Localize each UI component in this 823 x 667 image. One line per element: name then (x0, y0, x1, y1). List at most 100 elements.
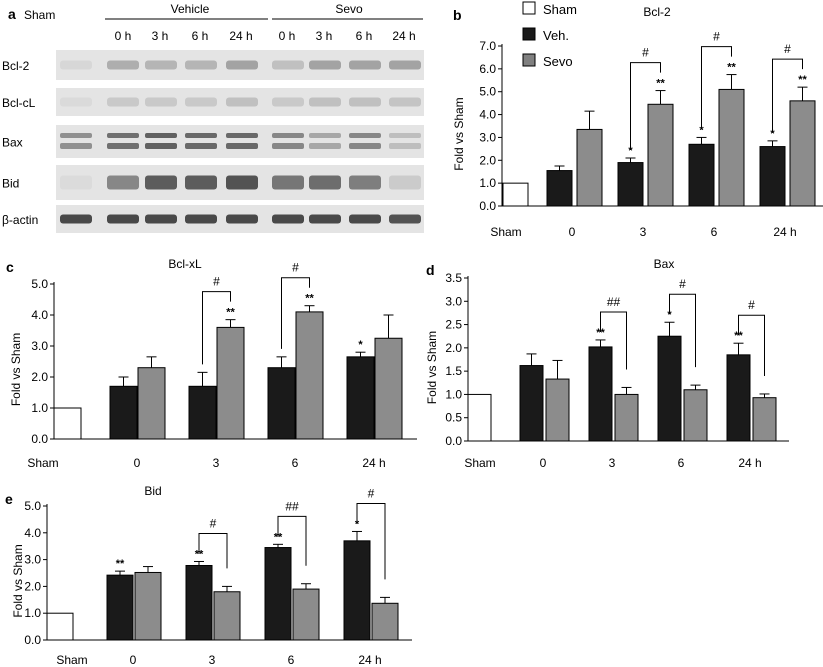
blot-band (349, 133, 381, 138)
blot-band (60, 60, 92, 70)
significance-mark: ** (656, 78, 665, 90)
legend: Sham Veh. Sevo (522, 1, 577, 69)
y-tick-label: 2.0 (24, 579, 41, 593)
x-tick-label: 0 (130, 653, 137, 667)
bracket-label: # (642, 46, 649, 60)
significance-mark: ** (226, 307, 235, 319)
y-tick-label: 4.0 (31, 308, 48, 322)
significance-bracket (669, 293, 696, 368)
blot-rows: Bcl-2 Bcl-cL Bax Bid β-actin (2, 50, 424, 233)
y-tick-label: 7.0 (479, 39, 496, 53)
blot-band (145, 175, 177, 190)
x-tick-label: 0 (540, 456, 547, 470)
blot-band (60, 133, 92, 138)
y-tick-label: 3.0 (445, 294, 462, 308)
blot-row-label: Bax (2, 136, 23, 150)
y-tick-label: 1.0 (31, 401, 48, 415)
blot-band (349, 143, 381, 149)
blot-band (309, 60, 341, 70)
y-tick-label: 0.0 (479, 199, 496, 213)
significance-mark: ** (727, 62, 736, 74)
blot-band (145, 97, 177, 107)
legend-label: Veh. (543, 28, 569, 43)
blot-row-label: β-actin (2, 213, 38, 227)
y-tick-label: 1.0 (445, 387, 462, 401)
panel-label: c (6, 259, 14, 275)
chart-panel-c: c Bcl-xL Fold vs Sham 0.0 1.0 2.0 3.0 4.0 5.0 Sha… (6, 257, 417, 470)
lane-labels: 0 h 3 h 6 h 24 h 0 h 3 h 6 h 24 h (115, 29, 416, 43)
bracket-label: # (679, 277, 686, 291)
blot-row-label: Bcl-cL (2, 96, 36, 110)
y-tick-label: 4.0 (479, 108, 496, 122)
y-tick-label: 0.0 (445, 434, 462, 448)
blot-band (185, 143, 217, 149)
x-tick-label: 3 (609, 456, 616, 470)
panel-label-a: a (8, 6, 16, 22)
x-tick-label: 6 (678, 456, 685, 470)
blot-band (389, 133, 421, 138)
blot-band (145, 143, 177, 149)
bar-vehicle (109, 385, 138, 440)
legend-label: Sevo (543, 54, 573, 69)
significance-mark: * (667, 309, 672, 321)
bracket-label: # (784, 42, 791, 56)
chart-title: Bcl-xL (168, 257, 202, 271)
legend-swatch (522, 53, 536, 67)
significance-mark: ** (305, 293, 314, 305)
legend-swatch (522, 1, 536, 15)
significance-mark: * (770, 128, 775, 140)
bar-sham (46, 612, 74, 641)
significance-mark: ** (116, 558, 125, 570)
blot-band (185, 97, 217, 107)
y-axis-label: Fold vs Sham (9, 333, 23, 406)
blot-band (145, 60, 177, 70)
lane-label: 6 h (356, 29, 373, 43)
bar-sevo (137, 367, 166, 440)
y-tick-label: 3.0 (31, 339, 48, 353)
bar-sevo (134, 571, 162, 641)
blot-band (226, 133, 258, 138)
blot-band (309, 97, 341, 107)
blot-strip (56, 125, 424, 158)
x-tick-label: 6 (711, 225, 718, 239)
blot-band (389, 97, 421, 107)
blot-band (272, 60, 304, 70)
lane-label: 3 h (316, 29, 333, 43)
blot-band (389, 60, 421, 70)
blot-header-sham: Sham (24, 8, 55, 22)
significance-mark: ** (195, 548, 204, 560)
y-tick-label: 5.0 (31, 277, 48, 291)
blot-band (107, 133, 139, 138)
lane-label: 3 h (152, 29, 169, 43)
significance-mark: ** (734, 330, 743, 342)
significance-bracket (701, 46, 732, 130)
x-tick-label: 0 (569, 225, 576, 239)
bar-vehicle (617, 162, 644, 207)
bar-sevo (374, 337, 403, 440)
bracket-label: # (292, 261, 299, 275)
blot-band (226, 214, 258, 224)
x-tick-label: 3 (640, 225, 647, 239)
blot-band (226, 143, 258, 149)
y-axis-label: Fold vs Sham (425, 331, 439, 404)
x-tick-label-sham: Sham (56, 653, 87, 667)
bar-sevo (718, 88, 745, 207)
bracket-label: # (713, 30, 720, 44)
blot-group-sevo: Sevo (335, 2, 363, 16)
y-tick-label: 6.0 (479, 62, 496, 76)
bar-sham (502, 182, 529, 207)
blot-band (389, 175, 421, 190)
y-tick-label: 3.5 (445, 271, 462, 285)
blot-band (185, 60, 217, 70)
blot-row-label: Bid (2, 177, 19, 191)
x-tick-label: 3 (213, 456, 220, 470)
bar-vehicle (726, 354, 751, 442)
bar-sevo (213, 591, 241, 641)
significance-bracket (600, 311, 627, 370)
y-tick-label: 4.0 (24, 526, 41, 540)
blot-band (226, 60, 258, 70)
x-tick-label-sham: Sham (27, 456, 58, 470)
bar-sevo (752, 397, 777, 442)
bar-vehicle (185, 564, 213, 641)
y-axis-label: Fold vs Sham (11, 544, 25, 617)
